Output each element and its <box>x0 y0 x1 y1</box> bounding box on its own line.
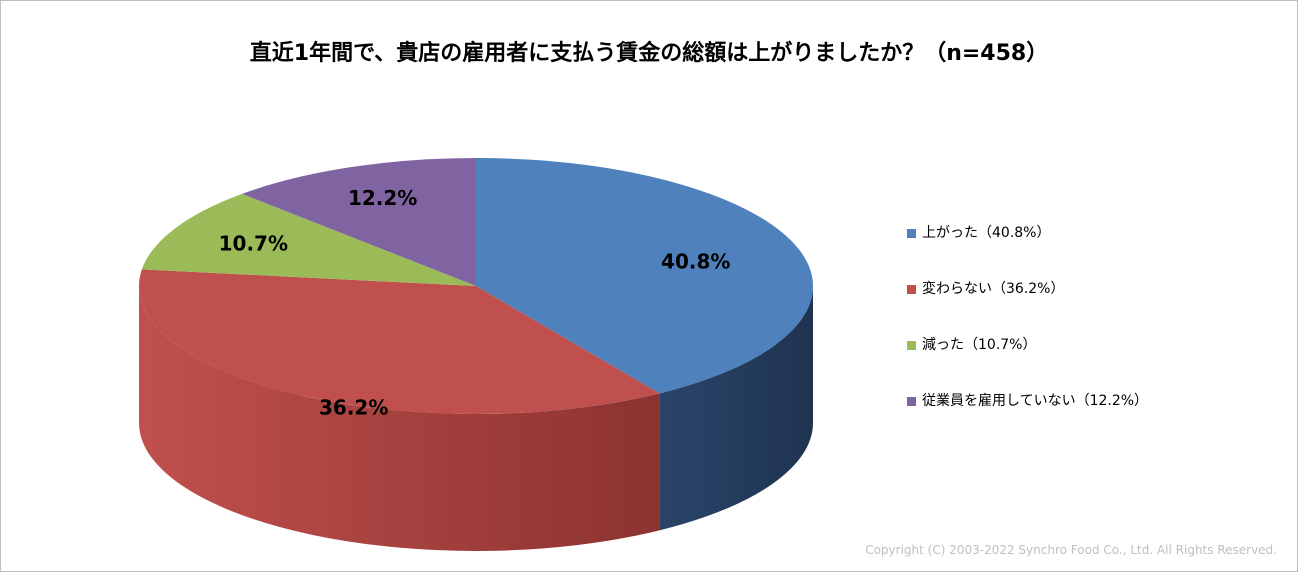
legend-item-1: 上がった（40.8%） <box>907 205 1148 261</box>
legend-item-2: 変わらない（36.2%） <box>907 261 1148 317</box>
pie-side-walls <box>139 286 813 551</box>
slice-1-data-label: 40.8% <box>661 249 730 273</box>
slice-2-side <box>139 286 660 551</box>
pie-data-labels: 40.8% 36.2% 10.7% 12.2% <box>219 186 731 419</box>
slice-4-top <box>242 158 476 286</box>
pie-top-faces <box>139 158 813 414</box>
legend-swatch <box>907 284 916 294</box>
copyright-notice: Copyright (C) 2003-2022 Synchro Food Co.… <box>865 543 1277 557</box>
legend-label: 変わらない（36.2%） <box>922 281 1065 297</box>
legend-label: 上がった（40.8%） <box>922 225 1051 241</box>
slice-1-top <box>476 158 813 394</box>
legend-swatch <box>907 228 916 238</box>
slice-1-side <box>659 286 813 531</box>
slice-3-top <box>141 193 476 286</box>
legend-item-4: 従業員を雇用していない（12.2%） <box>907 373 1148 429</box>
legend-swatch <box>907 396 916 406</box>
chart-title: 直近1年間で、貴店の雇用者に支払う賃金の総額は上がりましたか？（n=458） <box>249 41 1049 66</box>
slice-2-top <box>139 269 660 414</box>
slice-2-data-label: 36.2% <box>319 396 388 420</box>
legend-swatch <box>907 340 916 350</box>
legend-label: 従業員を雇用していない（12.2%） <box>922 393 1149 409</box>
chart-legend: 上がった（40.8%） 変わらない（36.2%） 減った（10.7%） 従業員を雇用し… <box>907 205 1148 429</box>
legend-label: 減った（10.7%） <box>922 337 1037 353</box>
legend-item-3: 減った（10.7%） <box>907 317 1148 373</box>
slice-3-data-label: 10.7% <box>219 231 288 255</box>
slice-4-data-label: 12.2% <box>348 186 417 210</box>
